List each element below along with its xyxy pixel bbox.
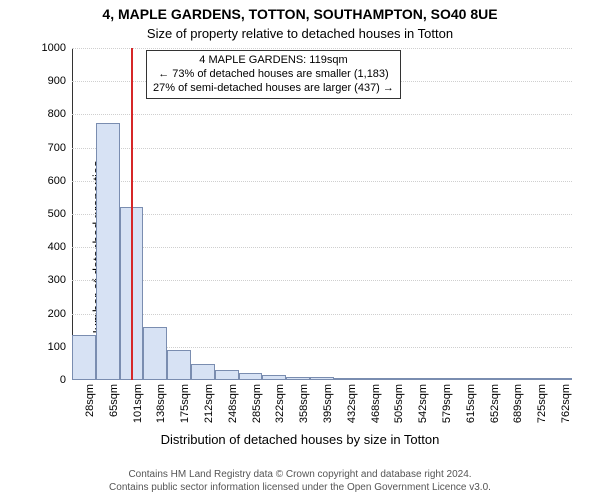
x-tick-label: 579sqm [441,384,453,423]
x-tick-label: 652sqm [489,384,501,423]
y-tick-label: 400 [48,241,66,253]
x-tick-label: 725sqm [536,384,548,423]
chart-container: 4, MAPLE GARDENS, TOTTON, SOUTHAMPTON, S… [0,0,600,500]
histogram-bar [72,335,96,380]
histogram-bar [477,378,501,380]
y-tick-label: 600 [48,175,66,187]
x-tick-label: 505sqm [393,384,405,423]
x-tick-label: 432sqm [346,384,358,423]
histogram-bar [453,378,477,380]
histogram-bar [143,327,167,380]
x-tick-label: 395sqm [322,384,334,423]
histogram-bar [262,375,286,380]
x-tick-label: 28sqm [84,384,96,417]
footer-line-2: Contains public sector information licen… [0,481,600,494]
gridline-h [72,114,572,115]
histogram-bar [405,378,429,380]
annotation-box: 4 MAPLE GARDENS: 119sqm← 73% of detached… [146,50,401,99]
histogram-bar [96,123,120,380]
y-tick-label: 500 [48,208,66,220]
footer-credits: Contains HM Land Registry data © Crown c… [0,468,600,494]
x-tick-label: 285sqm [251,384,263,423]
y-tick-label: 800 [48,108,66,120]
gridline-h [72,280,572,281]
histogram-bar [167,350,191,380]
x-tick-label: 212sqm [203,384,215,423]
y-tick-label: 0 [60,374,66,386]
histogram-bar [286,377,310,380]
histogram-bar [429,378,453,380]
footer-line-1: Contains HM Land Registry data © Crown c… [0,468,600,481]
histogram-bar [310,377,334,380]
gridline-h [72,247,572,248]
histogram-bar [239,373,263,380]
reference-line [131,48,133,380]
gridline-h [72,148,572,149]
x-tick-label: 175sqm [179,384,191,423]
annotation-line: 4 MAPLE GARDENS: 119sqm [153,54,394,68]
x-tick-label: 468sqm [370,384,382,423]
histogram-bar [215,370,239,380]
histogram-bar [524,378,548,380]
y-tick-label: 200 [48,308,66,320]
x-tick-label: 358sqm [298,384,310,423]
y-tick-label: 700 [48,142,66,154]
x-tick-label: 542sqm [417,384,429,423]
gridline-h [72,214,572,215]
chart-subtitle: Size of property relative to detached ho… [0,26,600,41]
x-tick-label: 762sqm [560,384,572,423]
x-tick-label: 615sqm [465,384,477,423]
x-tick-label: 138sqm [155,384,167,423]
annotation-line: ← 73% of detached houses are smaller (1,… [153,68,394,82]
y-tick-label: 1000 [42,42,66,54]
gridline-h [72,314,572,315]
x-tick-label: 248sqm [227,384,239,423]
histogram-bar [501,378,525,380]
histogram-bar [548,378,572,380]
annotation-line: 27% of semi-detached houses are larger (… [153,82,394,96]
histogram-bar [382,378,406,380]
histogram-bar [334,378,358,380]
chart-title: 4, MAPLE GARDENS, TOTTON, SOUTHAMPTON, S… [0,6,600,22]
gridline-h [72,181,572,182]
histogram-bar [191,364,215,380]
y-tick-label: 300 [48,274,66,286]
x-axis-label: Distribution of detached houses by size … [0,432,600,447]
x-tick-label: 101sqm [132,384,144,423]
histogram-bar [358,378,382,380]
plot: 0100200300400500600700800900100028sqm65s… [72,48,572,380]
x-tick-label: 65sqm [108,384,120,417]
x-tick-label: 322sqm [274,384,286,423]
plot-area: 0100200300400500600700800900100028sqm65s… [72,48,572,380]
y-tick-label: 100 [48,341,66,353]
y-tick-label: 900 [48,75,66,87]
x-tick-label: 689sqm [512,384,524,423]
gridline-h [72,48,572,49]
